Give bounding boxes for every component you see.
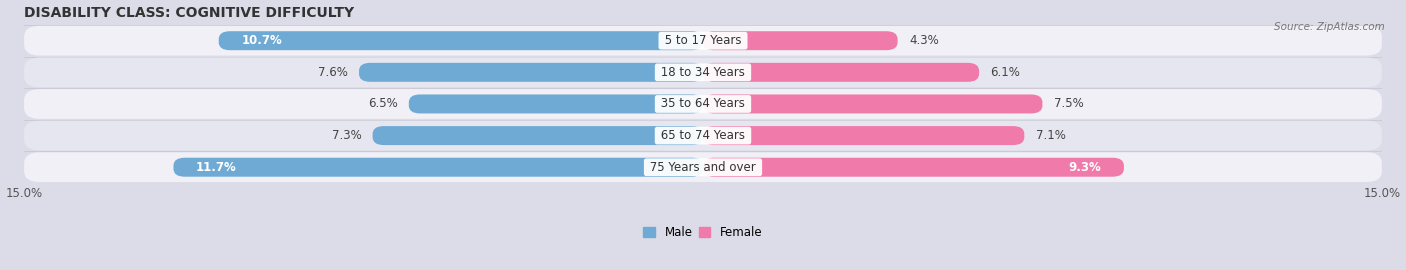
Text: 7.3%: 7.3% <box>332 129 361 142</box>
Text: 11.7%: 11.7% <box>195 161 236 174</box>
Text: Source: ZipAtlas.com: Source: ZipAtlas.com <box>1274 22 1385 32</box>
Text: 6.5%: 6.5% <box>368 97 398 110</box>
Text: 4.3%: 4.3% <box>908 34 939 47</box>
FancyBboxPatch shape <box>703 63 979 82</box>
FancyBboxPatch shape <box>24 121 1382 150</box>
FancyBboxPatch shape <box>703 126 1025 145</box>
FancyBboxPatch shape <box>409 94 703 113</box>
FancyBboxPatch shape <box>24 58 1382 87</box>
Text: 7.5%: 7.5% <box>1053 97 1084 110</box>
FancyBboxPatch shape <box>359 63 703 82</box>
FancyBboxPatch shape <box>173 158 703 177</box>
Text: 7.1%: 7.1% <box>1036 129 1066 142</box>
Text: DISABILITY CLASS: COGNITIVE DIFFICULTY: DISABILITY CLASS: COGNITIVE DIFFICULTY <box>24 6 354 19</box>
FancyBboxPatch shape <box>703 158 1123 177</box>
FancyBboxPatch shape <box>24 26 1382 56</box>
FancyBboxPatch shape <box>703 94 1042 113</box>
Text: 10.7%: 10.7% <box>242 34 283 47</box>
Text: 75 Years and over: 75 Years and over <box>647 161 759 174</box>
Text: 18 to 34 Years: 18 to 34 Years <box>657 66 749 79</box>
Text: 35 to 64 Years: 35 to 64 Years <box>657 97 749 110</box>
FancyBboxPatch shape <box>24 152 1382 182</box>
FancyBboxPatch shape <box>219 31 703 50</box>
FancyBboxPatch shape <box>373 126 703 145</box>
FancyBboxPatch shape <box>24 89 1382 119</box>
FancyBboxPatch shape <box>703 31 897 50</box>
Text: 9.3%: 9.3% <box>1069 161 1101 174</box>
Text: 6.1%: 6.1% <box>990 66 1021 79</box>
Text: 5 to 17 Years: 5 to 17 Years <box>661 34 745 47</box>
Text: 65 to 74 Years: 65 to 74 Years <box>657 129 749 142</box>
Text: 7.6%: 7.6% <box>318 66 347 79</box>
Legend: Male, Female: Male, Female <box>638 221 768 244</box>
